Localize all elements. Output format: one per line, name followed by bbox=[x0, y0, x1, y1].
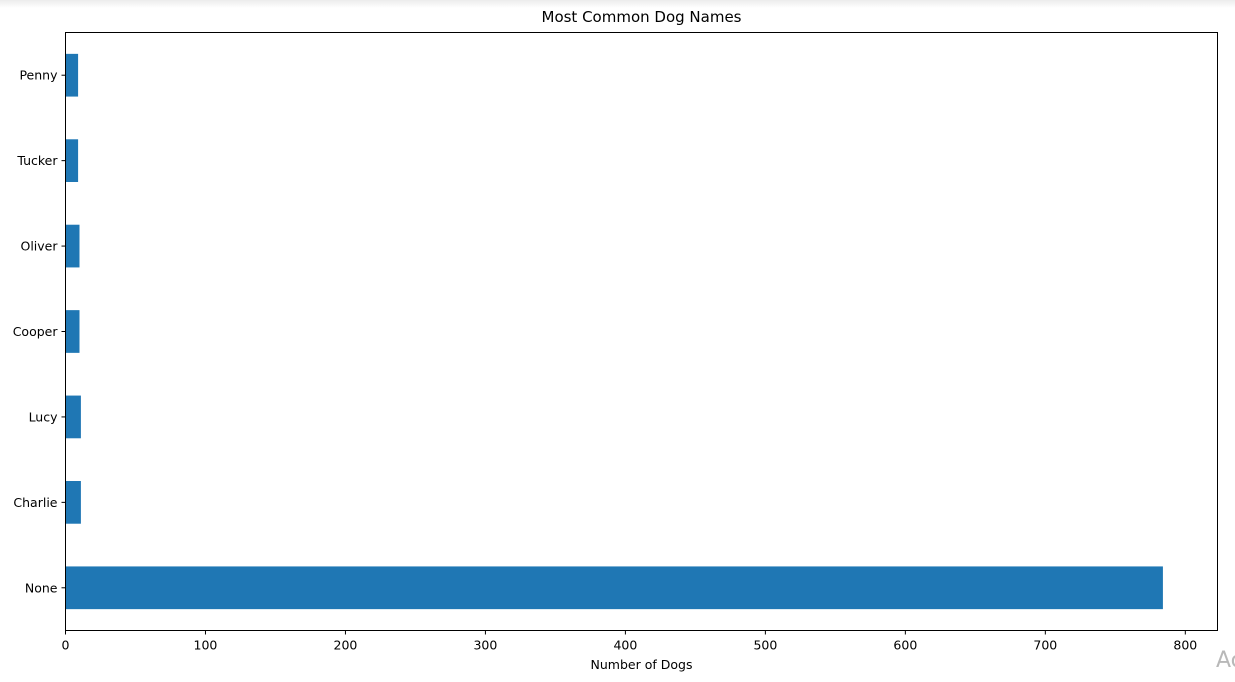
bar-oliver bbox=[65, 224, 80, 268]
bar-none bbox=[65, 566, 1163, 610]
x-tick-label: 200 bbox=[334, 638, 358, 653]
x-tick-label: 100 bbox=[194, 638, 218, 653]
window-top-edge bbox=[0, 0, 1235, 8]
y-tick-label: None bbox=[25, 580, 58, 595]
x-tick-label: 600 bbox=[893, 638, 917, 653]
bar-charlie bbox=[65, 481, 81, 524]
bar-tucker bbox=[65, 139, 79, 182]
y-tick-label: Penny bbox=[19, 68, 58, 83]
x-tick-label: 400 bbox=[613, 638, 637, 653]
x-tick-label: 700 bbox=[1033, 638, 1057, 653]
plot-frame bbox=[65, 32, 1218, 631]
y-tick-label: Lucy bbox=[29, 409, 59, 424]
x-tick-label: 500 bbox=[753, 638, 777, 653]
y-tick-label: Oliver bbox=[20, 239, 58, 254]
y-tick-label: Tucker bbox=[16, 153, 58, 168]
y-tick-label: Charlie bbox=[13, 495, 57, 510]
watermark-text: Ac bbox=[1216, 648, 1235, 673]
y-axis-ticks: None Charlie Lucy Cooper Oliver Tucker Penny bbox=[13, 68, 66, 595]
bar-cooper bbox=[65, 310, 80, 353]
x-axis-ticks: 0 100 200 300 400 500 600 700 800 bbox=[62, 630, 1197, 653]
bar-penny bbox=[65, 53, 79, 97]
x-tick-label: 0 bbox=[62, 638, 70, 653]
y-tick-label: Cooper bbox=[13, 324, 59, 339]
x-axis-label: Number of Dogs bbox=[591, 657, 693, 672]
x-tick-label: 800 bbox=[1173, 638, 1197, 653]
chart-title: Most Common Dog Names bbox=[542, 8, 742, 26]
bars-group bbox=[65, 53, 1163, 610]
bar-lucy bbox=[65, 395, 81, 439]
x-tick-label: 300 bbox=[473, 638, 497, 653]
